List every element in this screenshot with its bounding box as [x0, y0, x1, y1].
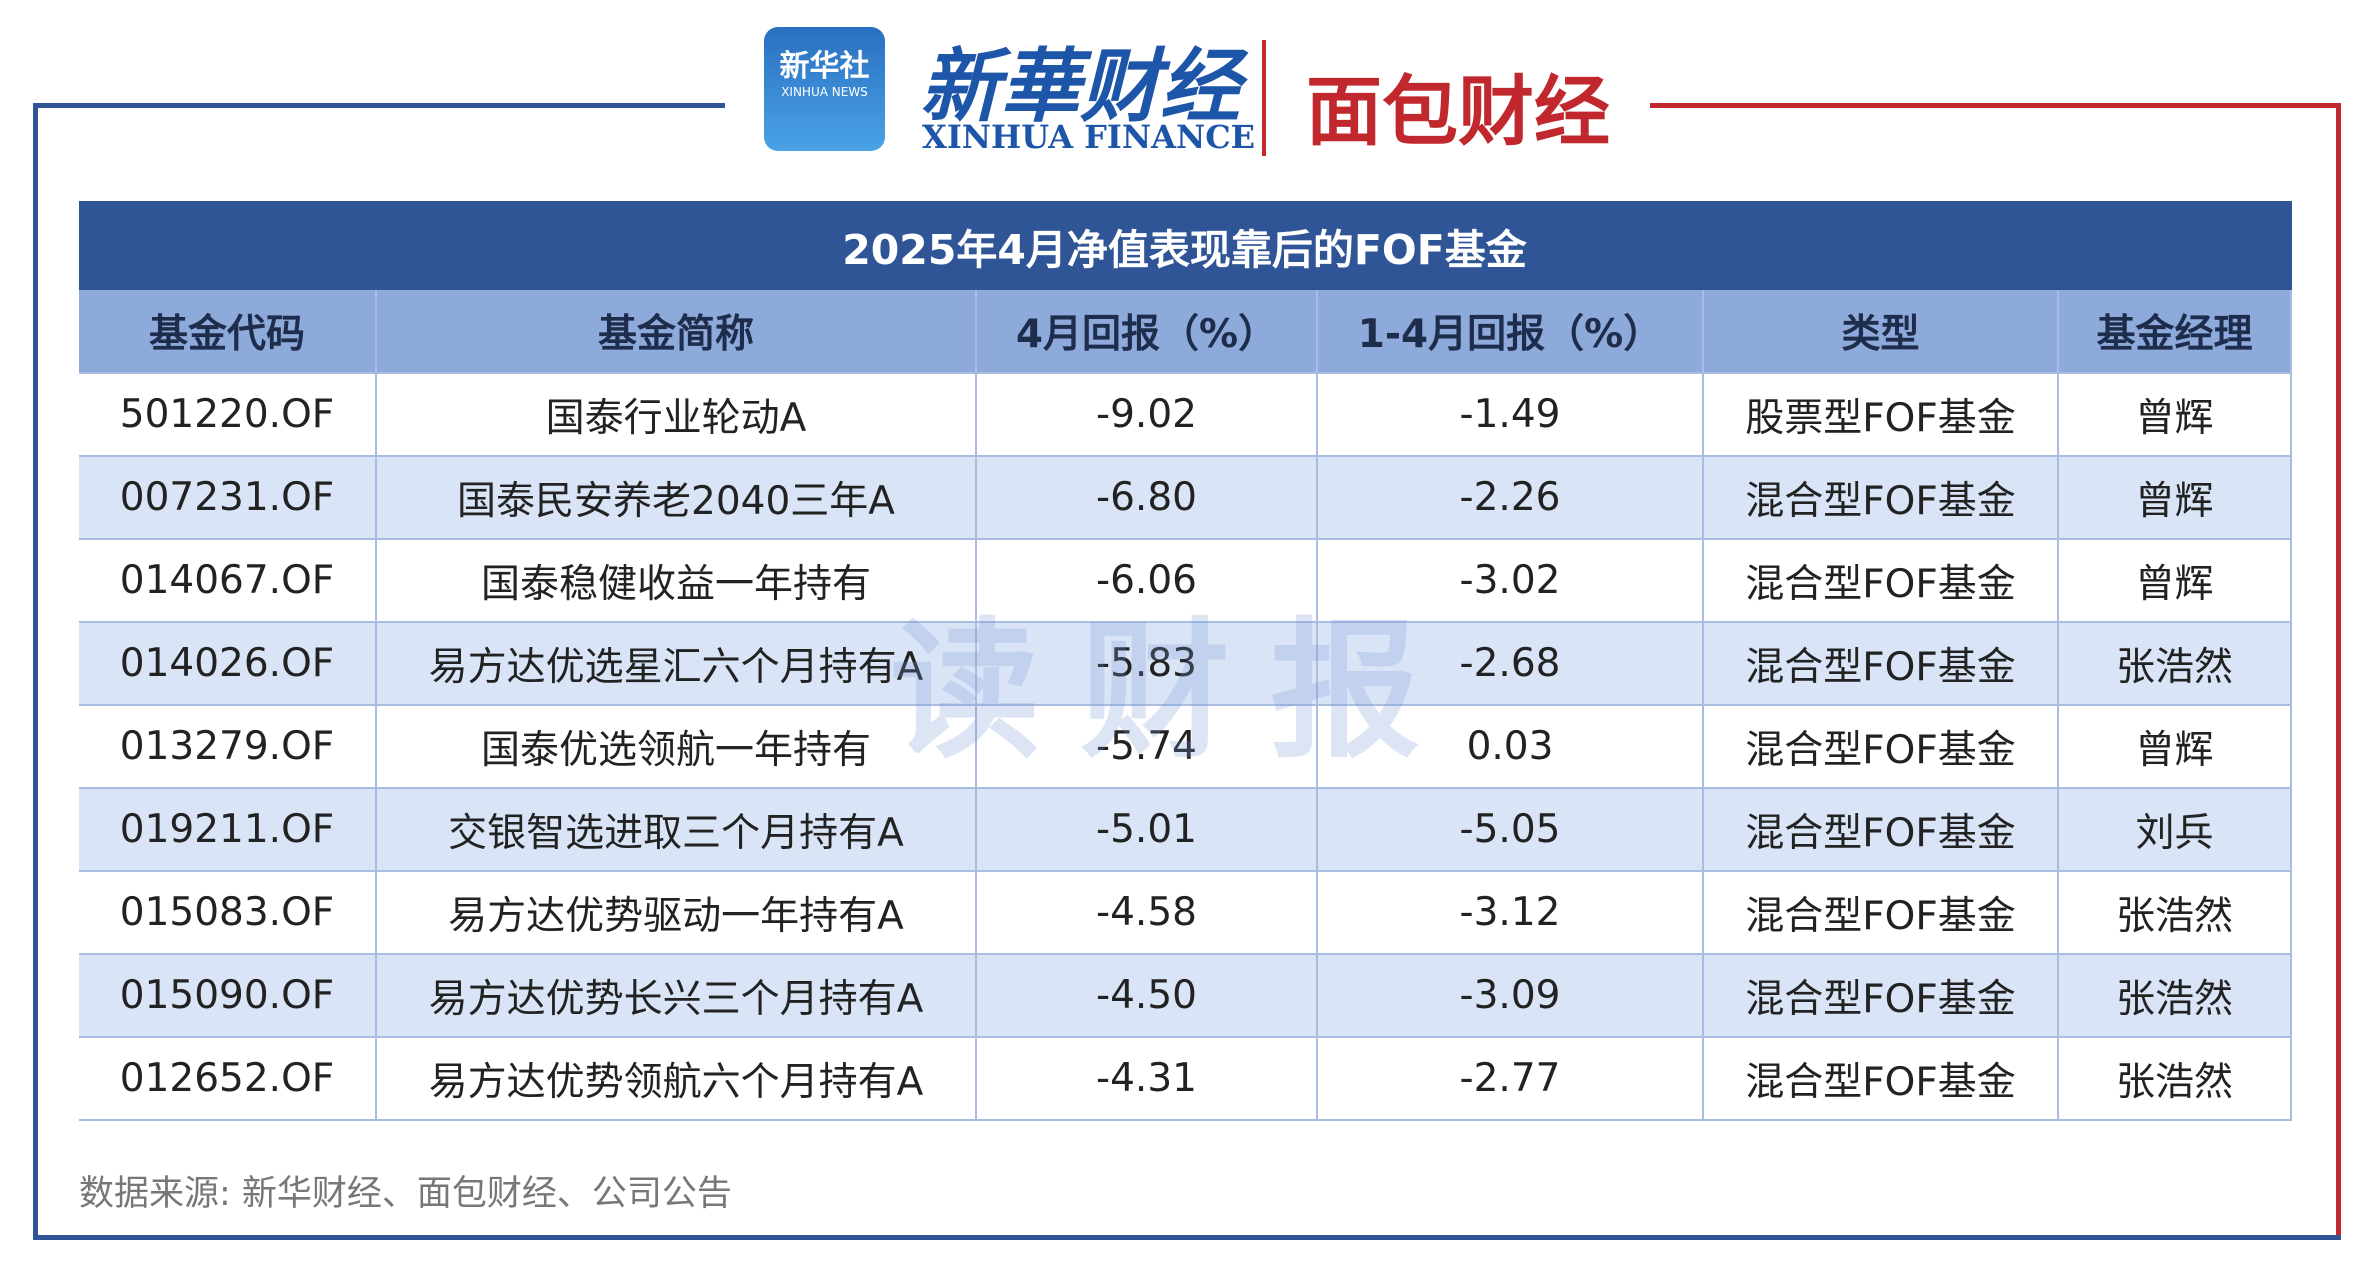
table-cell: -1.49 — [1318, 374, 1704, 457]
table-cell: -2.77 — [1318, 1038, 1704, 1121]
table-cell: -2.68 — [1318, 623, 1704, 706]
table-cell: 股票型FOF基金 — [1704, 374, 2059, 457]
table-cell: 易方达优势驱动一年持有A — [377, 872, 977, 955]
table-cell: 张浩然 — [2059, 955, 2292, 1038]
logo-cn: 新华社 — [779, 49, 870, 84]
brand-en: XINHUA FINANCE — [922, 118, 1256, 156]
table-cell: -5.01 — [977, 789, 1318, 872]
table-cell: 501220.OF — [79, 374, 377, 457]
column-header: 基金代码 — [79, 290, 377, 374]
column-header: 4月回报（%） — [977, 290, 1318, 374]
table-cell: 刘兵 — [2059, 789, 2292, 872]
table-cell: 混合型FOF基金 — [1704, 1038, 2059, 1121]
table: 2025年4月净值表现靠后的FOF基金 基金代码 基金简称 4月回报（%） 1-4月回报… — [79, 201, 2292, 1121]
table-cell: 国泰稳健收益一年持有 — [377, 540, 977, 623]
column-header: 1-4月回报（%） — [1318, 290, 1704, 374]
table-cell: 0.03 — [1318, 706, 1704, 789]
table-cell: 曾辉 — [2059, 374, 2292, 457]
column-header: 基金简称 — [377, 290, 977, 374]
table-cell: 曾辉 — [2059, 457, 2292, 540]
table-cell: 易方达优势长兴三个月持有A — [377, 955, 977, 1038]
table-cell: 张浩然 — [2059, 623, 2292, 706]
table-cell: -6.06 — [977, 540, 1318, 623]
table-cell: 国泰民安养老2040三年A — [377, 457, 977, 540]
table-cell: 曾辉 — [2059, 540, 2292, 623]
table-cell: 007231.OF — [79, 457, 377, 540]
table-cell: -4.50 — [977, 955, 1318, 1038]
table-cell: 013279.OF — [79, 706, 377, 789]
table-cell: 张浩然 — [2059, 872, 2292, 955]
table-cell: -3.12 — [1318, 872, 1704, 955]
watermark: 读财报 — [890, 605, 1461, 779]
table-cell: 混合型FOF基金 — [1704, 872, 2059, 955]
table-cell: -9.02 — [977, 374, 1318, 457]
table-cell: -5.74 — [977, 706, 1318, 789]
table-cell: 019211.OF — [79, 789, 377, 872]
table-cell: -4.31 — [977, 1038, 1318, 1121]
table-title: 2025年4月净值表现靠后的FOF基金 — [79, 201, 2292, 292]
table-cell: 交银智选进取三个月持有A — [377, 789, 977, 872]
frame-top-left — [33, 103, 725, 108]
table-cell: 易方达优势领航六个月持有A — [377, 1038, 977, 1121]
table-cell: 015090.OF — [79, 955, 377, 1038]
table-cell: 014026.OF — [79, 623, 377, 706]
table-cell: 混合型FOF基金 — [1704, 623, 2059, 706]
table-cell: -5.83 — [977, 623, 1318, 706]
table-cell: 混合型FOF基金 — [1704, 789, 2059, 872]
source: 数据来源: 新华财经、面包财经、公司公告 — [79, 1174, 732, 1214]
partner-logo: 面包财经 — [1306, 67, 1610, 156]
column-header: 基金经理 — [2059, 290, 2292, 374]
frame-right — [2336, 103, 2341, 1240]
table-cell: 012652.OF — [79, 1038, 377, 1121]
column-header: 类型 — [1704, 290, 2059, 374]
table-cell: -2.26 — [1318, 457, 1704, 540]
table-cell: -6.80 — [977, 457, 1318, 540]
frame-left — [33, 103, 38, 1240]
table-cell: -4.58 — [977, 872, 1318, 955]
table-cell: -5.05 — [1318, 789, 1704, 872]
table-cell: 015083.OF — [79, 872, 377, 955]
logo-icon: 新华社 XINHUA NEWS — [764, 27, 885, 151]
divider — [1262, 40, 1266, 156]
frame-bottom — [33, 1235, 2341, 1240]
table-cell: 国泰优选领航一年持有 — [377, 706, 977, 789]
table-cell: -3.02 — [1318, 540, 1704, 623]
table-cell: 张浩然 — [2059, 1038, 2292, 1121]
table-cell: 混合型FOF基金 — [1704, 706, 2059, 789]
table-cell: -3.09 — [1318, 955, 1704, 1038]
logo-en: XINHUA NEWS — [781, 85, 868, 99]
table-cell: 曾辉 — [2059, 706, 2292, 789]
table-cell: 易方达优选星汇六个月持有A — [377, 623, 977, 706]
table-cell: 014067.OF — [79, 540, 377, 623]
table-cell: 国泰行业轮动A — [377, 374, 977, 457]
brand-cn: 新華财经 — [920, 39, 1240, 133]
frame-top-right — [1650, 103, 2341, 108]
table-cell: 混合型FOF基金 — [1704, 955, 2059, 1038]
table-cell: 混合型FOF基金 — [1704, 457, 2059, 540]
table-cell: 混合型FOF基金 — [1704, 540, 2059, 623]
